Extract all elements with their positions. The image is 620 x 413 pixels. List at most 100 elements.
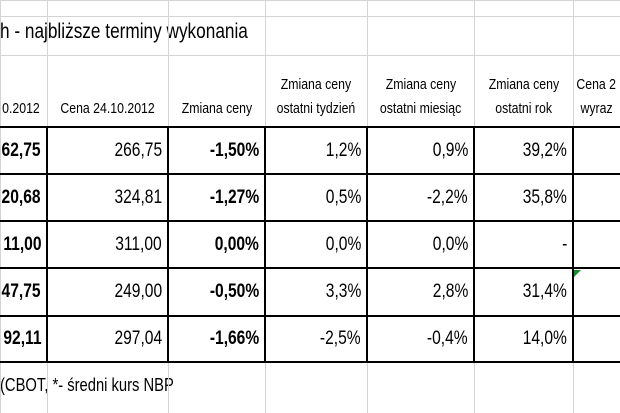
table-cell: 14,0% xyxy=(474,316,573,362)
cell-text: -1,50% xyxy=(209,139,259,161)
table-cell: 0,0% xyxy=(367,221,474,268)
table-border xyxy=(0,267,620,269)
table-cell: 249,00 xyxy=(47,268,168,316)
cell-text: 47,75 xyxy=(2,281,41,302)
header-text: ostatni rok xyxy=(495,100,552,117)
table-border xyxy=(264,127,266,362)
cell-text: 266,75 xyxy=(114,139,162,161)
table-cell: 3,3% xyxy=(265,268,367,316)
cell-text: 0,00% xyxy=(214,233,259,255)
cell-text: 0,0% xyxy=(325,233,361,255)
header-cell: Cena 2 wyraz xyxy=(573,58,620,125)
table-cell: 2,8% xyxy=(367,268,474,316)
cell-text: -1,66% xyxy=(209,328,259,349)
header-text: ostatni miesiąc xyxy=(379,100,462,117)
cell-text: 92,11 xyxy=(2,328,41,349)
table-cell: -2,5% xyxy=(265,316,367,362)
cell-text: 1,2% xyxy=(325,139,361,161)
cell-text: 311,00 xyxy=(115,233,162,255)
cell-text: -2,5% xyxy=(320,328,361,349)
cell-text: 0,5% xyxy=(325,186,361,208)
table-cell: 0,00% xyxy=(168,221,265,268)
comment-marker xyxy=(574,270,581,277)
table-cell: -1,66% xyxy=(168,316,265,362)
cell-text: - xyxy=(561,233,567,255)
cell-text: 324,81 xyxy=(114,186,162,208)
table-cell: -1,27% xyxy=(168,174,265,221)
grid-line xyxy=(0,55,620,56)
grid-line xyxy=(0,0,1,413)
table-border xyxy=(0,315,620,317)
table-cell: 39,2% xyxy=(474,127,573,174)
cell-text: 11,00 xyxy=(2,233,41,255)
table-cell: 266,75 xyxy=(47,127,168,174)
table-cell: 0,5% xyxy=(265,174,367,221)
grid-line xyxy=(0,16,620,17)
table-cell: 1,2% xyxy=(265,127,367,174)
table-cell: 92,11 xyxy=(0,316,47,362)
cell-text: 35,8% xyxy=(522,186,567,208)
table-border xyxy=(473,127,475,362)
table-border xyxy=(167,127,169,362)
header-text: Zmiana ceny xyxy=(181,100,252,117)
table-cell: -0,4% xyxy=(367,316,474,362)
table-border xyxy=(0,361,620,363)
sheet-title: h - najbliższe terminy wykonania xyxy=(0,20,302,44)
table-cell: 47,75 xyxy=(0,268,47,316)
table-cell: 31,4% xyxy=(474,268,573,316)
header-text: Cena 2 xyxy=(576,76,617,93)
table-cell: - xyxy=(474,221,573,268)
table-cell: 11,00 xyxy=(0,221,47,268)
grid-line xyxy=(0,0,620,1)
cell-text: 2,8% xyxy=(432,281,468,302)
header-text: Zmiana ceny xyxy=(280,76,352,93)
cell-text: 39,2% xyxy=(522,139,567,161)
cell-text: -0,50% xyxy=(209,281,259,302)
table-border xyxy=(0,173,620,175)
cell-text: -2,2% xyxy=(427,186,468,208)
table-border xyxy=(572,127,574,362)
header-cell: Zmiana ceny ostatni miesiąc xyxy=(367,58,474,125)
table-cell: 0,0% xyxy=(265,221,367,268)
header-text: Zmiana ceny xyxy=(385,76,456,93)
table-border xyxy=(0,126,620,128)
cell-text: 31,4% xyxy=(522,281,567,302)
table-cell: 0,9% xyxy=(367,127,474,174)
title-text: h - najbliższe terminy wykonania xyxy=(0,20,248,43)
header-text: wyraz xyxy=(580,100,613,117)
header-text: Zmiana ceny xyxy=(488,76,559,93)
header-cell: Zmiana ceny xyxy=(168,58,265,125)
cell-text: 20,68 xyxy=(2,186,41,208)
cell-text: 62,75 xyxy=(2,139,41,161)
table-cell: 311,00 xyxy=(47,221,168,268)
header-cell: Cena 24.10.2012 xyxy=(47,58,168,125)
table-cell: -2,2% xyxy=(367,174,474,221)
table-border xyxy=(46,127,48,362)
footer-note: (CBOT, *- średni kurs NBP xyxy=(0,375,212,396)
header-cell: 0.2012 xyxy=(0,58,47,125)
table-cell: -1,50% xyxy=(168,127,265,174)
header-text: 0.2012 xyxy=(2,100,40,117)
table-cell: 62,75 xyxy=(0,127,47,174)
header-cell: Zmiana ceny ostatni tydzień xyxy=(265,58,367,125)
table-cell: 35,8% xyxy=(474,174,573,221)
cell-text: 249,00 xyxy=(114,281,162,302)
cell-text: -1,27% xyxy=(209,186,259,208)
header-text: Cena 24.10.2012 xyxy=(60,100,155,117)
table-cell: -0,50% xyxy=(168,268,265,316)
cell-text: 14,0% xyxy=(522,328,567,349)
header-text: ostatni tydzień xyxy=(276,100,356,117)
table-cell: 324,81 xyxy=(47,174,168,221)
footer-text: (CBOT, *- średni kurs NBP xyxy=(0,375,174,395)
table-cell: 20,68 xyxy=(0,174,47,221)
cell-text: 297,04 xyxy=(114,328,162,349)
cell-text: 0,0% xyxy=(432,233,468,255)
cell-text: -0,4% xyxy=(427,328,468,349)
cell-text: 0,9% xyxy=(432,139,468,161)
table-border xyxy=(366,127,368,362)
cell-text: 3,3% xyxy=(325,281,361,302)
header-cell: Zmiana ceny ostatni rok xyxy=(474,58,573,125)
table-cell: 297,04 xyxy=(47,316,168,362)
table-border xyxy=(0,220,620,222)
